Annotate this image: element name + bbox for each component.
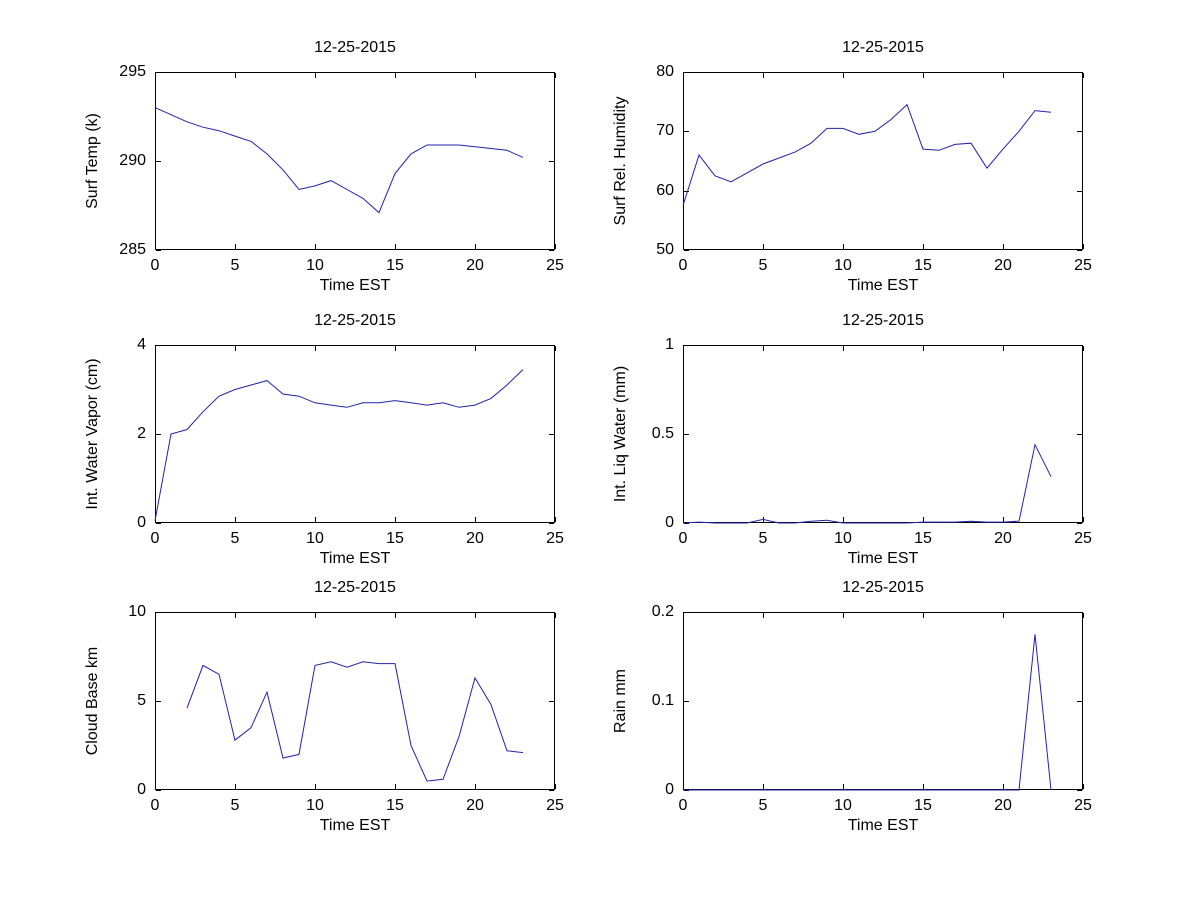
plot-area-liq-water xyxy=(682,345,1084,524)
x-tick-label: 0 xyxy=(678,797,688,814)
x-axis-label: Time EST xyxy=(847,550,919,567)
y-tick-label: 0.2 xyxy=(651,603,674,620)
x-tick-label: 20 xyxy=(466,530,484,547)
data-line xyxy=(154,107,524,214)
y-tick-label: 295 xyxy=(119,63,146,80)
x-tick-label: 5 xyxy=(758,797,768,814)
y-tick-label: 60 xyxy=(656,181,674,199)
y-tick-label: 0 xyxy=(665,514,674,531)
subplot-rain: 12-25-2015 Rain mm Time EST 0 5 10 15 20 25 0 0… xyxy=(612,579,1092,834)
x-tick-label: 25 xyxy=(546,797,564,814)
x-tick-label: 10 xyxy=(306,257,324,274)
x-axis-label: Time EST xyxy=(319,550,391,567)
plot-area-rain xyxy=(683,612,1084,791)
subplot-water-vapor: 12-25-2015 Int. Water Vapor (cm) Time ES… xyxy=(84,312,564,567)
y-tick-label: 290 xyxy=(119,152,146,169)
y-tick-label: 10 xyxy=(128,603,146,620)
x-tick-label: 15 xyxy=(914,530,932,547)
x-tick-label: 25 xyxy=(546,530,564,547)
x-tick-label: 20 xyxy=(994,530,1012,547)
y-tick-label: 1 xyxy=(665,336,674,353)
subplot-rel-humidity: 12-25-2015 Surf Rel. Humidity Time EST 0… xyxy=(612,39,1092,294)
data-line xyxy=(683,634,1052,791)
x-tick-label: 10 xyxy=(306,530,324,547)
x-tick-label: 0 xyxy=(150,530,160,547)
y-tick-label: 0 xyxy=(137,781,146,798)
x-tick-label: 5 xyxy=(230,257,240,274)
x-axis-label: Time EST xyxy=(847,277,919,294)
data-line xyxy=(682,103,1052,206)
x-tick-label: 5 xyxy=(758,257,768,274)
chart-title: 12-25-2015 xyxy=(314,312,396,329)
y-tick-label: 0.5 xyxy=(651,425,674,442)
chart-title: 12-25-2015 xyxy=(314,579,396,596)
plot-area-surf-temp xyxy=(154,72,556,251)
data-line xyxy=(154,369,524,521)
y-tick-label: 0 xyxy=(665,781,674,798)
y-tick-label: 4 xyxy=(137,336,146,353)
x-tick-label: 5 xyxy=(758,530,768,547)
y-axis-label: Cloud Base km xyxy=(84,646,101,756)
y-axis-label: Rain mm xyxy=(612,668,629,734)
x-tick-label: 20 xyxy=(994,257,1012,274)
x-tick-label: 10 xyxy=(834,797,852,814)
x-tick-label: 15 xyxy=(914,257,932,274)
subplot-liq-water: 12-25-2015 Int. Liq Water (mm) Time EST … xyxy=(612,312,1092,567)
x-axis-label: Time EST xyxy=(319,277,391,294)
x-tick-label: 0 xyxy=(678,530,688,547)
x-tick-label: 25 xyxy=(1074,797,1092,814)
y-tick-label: 285 xyxy=(119,241,146,258)
chart-title: 12-25-2015 xyxy=(314,39,396,56)
subplot-cloud-base: 12-25-2015 Cloud Base km Time EST 0 5 10 15… xyxy=(84,579,564,834)
y-tick-label: 50 xyxy=(656,241,674,258)
x-tick-label: 5 xyxy=(230,530,240,547)
data-line xyxy=(186,661,524,782)
plot-area-water-vapor xyxy=(154,345,556,524)
data-line xyxy=(682,443,1052,524)
x-tick-label: 0 xyxy=(150,797,160,814)
x-tick-label: 15 xyxy=(914,797,932,814)
x-tick-label: 0 xyxy=(150,257,160,274)
y-tick-label: 0 xyxy=(137,514,146,531)
y-axis-label: Surf Temp (k) xyxy=(84,113,101,209)
x-tick-label: 15 xyxy=(386,530,404,547)
x-tick-label: 10 xyxy=(306,797,324,814)
y-tick-label: 2 xyxy=(137,425,146,442)
y-axis-label: Surf Rel. Humidity xyxy=(612,96,629,226)
y-tick-label: 70 xyxy=(656,122,674,140)
y-axis-label: Int. Water Vapor (cm) xyxy=(84,358,101,510)
chart-title: 12-25-2015 xyxy=(842,312,924,329)
x-tick-label: 10 xyxy=(834,530,852,547)
chart-title: 12-25-2015 xyxy=(842,579,924,596)
x-tick-label: 25 xyxy=(546,257,564,274)
x-tick-label: 5 xyxy=(230,797,240,814)
x-tick-label: 25 xyxy=(1074,530,1092,547)
y-tick-label: 0.1 xyxy=(651,692,674,709)
x-tick-label: 20 xyxy=(466,797,484,814)
x-tick-label: 25 xyxy=(1074,257,1092,274)
x-tick-label: 20 xyxy=(994,797,1012,814)
subplot-surf-temp: 12-25-2015 Surf Temp (k) Time EST 0 5 10 15… xyxy=(84,39,564,294)
y-tick-label: 80 xyxy=(656,63,674,80)
x-tick-label: 15 xyxy=(386,797,404,814)
x-axis-label: Time EST xyxy=(319,817,391,834)
chart-title: 12-25-2015 xyxy=(842,39,924,56)
x-tick-label: 10 xyxy=(834,257,852,274)
x-tick-label: 15 xyxy=(386,257,404,274)
x-axis-label: Time EST xyxy=(847,817,919,834)
y-tick-label: 5 xyxy=(137,692,146,709)
plot-area-cloud-base xyxy=(155,612,556,791)
plot-area-rel-humidity xyxy=(682,72,1084,251)
y-axis-label: Int. Liq Water (mm) xyxy=(612,365,629,503)
x-tick-label: 20 xyxy=(466,257,484,274)
x-tick-label: 0 xyxy=(678,257,688,274)
